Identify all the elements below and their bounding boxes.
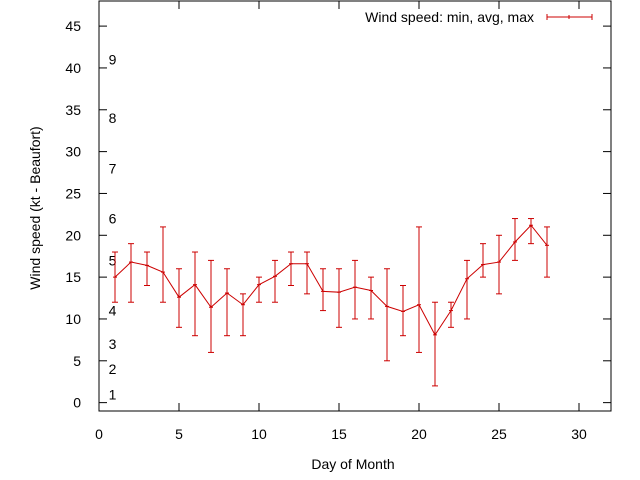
x-tick-label: 0 bbox=[95, 426, 103, 442]
avg-point bbox=[337, 290, 341, 295]
y-tick-label: 20 bbox=[65, 227, 81, 243]
y-tick-label: 15 bbox=[65, 269, 81, 285]
x-tick-label: 20 bbox=[411, 426, 427, 442]
avg-line bbox=[114, 224, 548, 336]
avg-point bbox=[225, 291, 229, 296]
avg-point bbox=[273, 274, 277, 279]
error-bar bbox=[144, 251, 150, 286]
x-tick-label: 25 bbox=[491, 426, 507, 442]
y-tick-label: 45 bbox=[65, 18, 81, 34]
error-bar bbox=[528, 218, 534, 245]
avg-point bbox=[433, 332, 437, 337]
avg-point bbox=[353, 285, 357, 290]
avg-point bbox=[513, 239, 517, 244]
avg-point bbox=[177, 295, 181, 300]
avg-point bbox=[305, 261, 309, 266]
error-bar bbox=[272, 259, 278, 303]
error-bar bbox=[448, 301, 454, 328]
avg-point bbox=[369, 288, 373, 293]
error-bar bbox=[496, 234, 502, 295]
beaufort-number: 9 bbox=[109, 52, 117, 68]
avg-point bbox=[241, 302, 245, 307]
error-bar bbox=[480, 243, 486, 278]
error-bar bbox=[256, 276, 262, 303]
error-bar bbox=[160, 226, 166, 303]
beaufort-number: 4 bbox=[109, 303, 117, 319]
x-ticks: 0 5 10 15 20 25 30 bbox=[95, 1, 587, 442]
avg-point bbox=[449, 308, 453, 313]
x-axis-label: Day of Month bbox=[311, 456, 394, 472]
beaufort-number: 1 bbox=[109, 386, 117, 402]
avg-point bbox=[161, 270, 165, 275]
beaufort-number: 3 bbox=[109, 336, 117, 352]
beaufort-number: 8 bbox=[109, 110, 117, 126]
y-tick-label: 30 bbox=[65, 144, 81, 160]
beaufort-number: 5 bbox=[109, 252, 117, 268]
avg-point bbox=[289, 261, 293, 266]
y-tick-label: 5 bbox=[73, 353, 81, 369]
error-bar bbox=[512, 218, 518, 261]
error-bar bbox=[464, 259, 470, 320]
error-bar bbox=[336, 268, 342, 328]
error-bar bbox=[544, 226, 550, 278]
avg-point bbox=[529, 223, 533, 228]
error-bar bbox=[368, 276, 374, 320]
y-tick-label: 10 bbox=[65, 311, 81, 327]
avg-point bbox=[193, 282, 197, 287]
avg-point bbox=[129, 260, 133, 265]
error-bar bbox=[240, 293, 246, 337]
beaufort-number: 6 bbox=[109, 211, 117, 227]
avg-point bbox=[497, 260, 501, 265]
error-bar bbox=[416, 226, 422, 353]
error-bar bbox=[304, 251, 310, 295]
y-axis-label: Wind speed (kt - Beaufort) bbox=[27, 126, 43, 289]
avg-point bbox=[385, 304, 389, 309]
legend: Wind speed: min, avg, max bbox=[365, 9, 593, 25]
avg-point bbox=[145, 263, 149, 268]
y-tick-label: 25 bbox=[65, 185, 81, 201]
avg-point bbox=[545, 243, 549, 248]
error-bar bbox=[352, 259, 358, 320]
error-bar bbox=[192, 251, 198, 337]
x-tick-label: 30 bbox=[571, 426, 587, 442]
avg-point bbox=[465, 276, 469, 281]
avg-point bbox=[257, 282, 261, 287]
error-bar bbox=[224, 268, 230, 337]
beaufort-number: 2 bbox=[109, 361, 117, 377]
x-tick-label: 15 bbox=[331, 426, 347, 442]
avg-point bbox=[209, 305, 213, 310]
legend-label: Wind speed: min, avg, max bbox=[365, 9, 534, 25]
x-tick-label: 10 bbox=[251, 426, 267, 442]
avg-point bbox=[113, 275, 117, 280]
error-bar bbox=[384, 268, 390, 362]
beaufort-number: 7 bbox=[109, 160, 117, 176]
avg-point bbox=[321, 289, 325, 294]
plot-frame bbox=[98, 0, 612, 412]
error-bar bbox=[432, 301, 438, 387]
series-line bbox=[113, 223, 549, 337]
axes bbox=[98, 0, 612, 412]
y-tick-label: 40 bbox=[65, 60, 81, 76]
error-bar bbox=[128, 243, 134, 303]
error-bars bbox=[112, 218, 550, 387]
beaufort-annotations: 1 2 3 4 5 6 7 8 9 bbox=[109, 52, 117, 403]
avg-point bbox=[417, 302, 421, 307]
avg-point bbox=[401, 309, 405, 314]
y-tick-label: 0 bbox=[73, 395, 81, 411]
y-tick-label: 35 bbox=[65, 102, 81, 118]
avg-point bbox=[481, 262, 485, 267]
error-bar bbox=[288, 251, 294, 286]
x-tick-label: 5 bbox=[175, 426, 183, 442]
